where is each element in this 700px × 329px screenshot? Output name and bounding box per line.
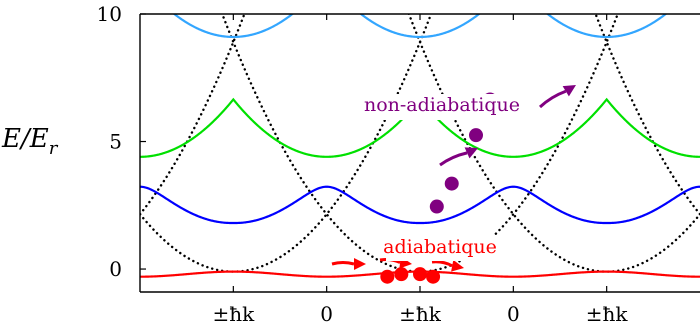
y-axis-label: E/Er (1, 124, 59, 159)
band-3-curve (172, 14, 668, 39)
y-tick-label-1: 5 (109, 130, 122, 154)
non-adiabatic-arrow-1-head (562, 85, 576, 97)
adiabatic-label-bg (386, 235, 494, 261)
non-adiabatic-label-bg (368, 94, 516, 120)
non-adiabatic-label: non-adiabatique (364, 94, 520, 116)
y-axis-label-sub: r (49, 138, 59, 159)
adiabatic-arrow-0-head (354, 258, 366, 270)
adiabatic-label: adiabatique (383, 236, 497, 258)
adiabatic-point-0 (380, 269, 395, 284)
free-parabola-3 (407, 14, 700, 273)
adiabatic-arrow-2-shaft (431, 260, 453, 268)
non-adiabatic-arrow-1 (538, 85, 576, 109)
adiabatic-point-1 (394, 267, 409, 282)
x-tick-label-4: ±ħk (586, 302, 629, 326)
adiabatic-arrow-0 (331, 258, 366, 270)
ticks-layer: ±ħk 0 ±ħk 0 ±ħk 0 5 10 (97, 2, 629, 326)
band-1-curve (140, 185, 700, 225)
y-tick-label-2: 10 (97, 2, 122, 26)
adiabatic-point-3 (426, 269, 441, 284)
x-tick-label-0: ±ħk (212, 302, 255, 326)
adiabatic-arrow-2-head (451, 259, 464, 272)
non-adiabatic-point-0 (429, 199, 444, 214)
non-adiabatic-point-1 (444, 176, 459, 191)
x-tick-label-2: ±ħk (399, 302, 442, 326)
adiabatic-arrow-2 (431, 259, 464, 272)
adiabatic-point-2 (413, 267, 427, 282)
x-tick-label-3: 0 (507, 302, 520, 326)
non-adiabatic-arrow-0-shaft (439, 151, 468, 167)
non-adiabatic-arrow-0-head (464, 147, 478, 159)
non-adiabatic-arrow-0 (439, 147, 478, 167)
non-adiabatic-point-2 (469, 128, 483, 143)
y-tick-label-0: 0 (109, 257, 122, 281)
adiabatic-arrow-0-shaft (331, 261, 355, 266)
non-adiabatic-arrow-1-shaft (538, 89, 567, 109)
free-parabola-1 (140, 14, 433, 273)
x-tick-label-1: 0 (320, 302, 333, 326)
y-axis-label-main: E/E (1, 124, 49, 154)
